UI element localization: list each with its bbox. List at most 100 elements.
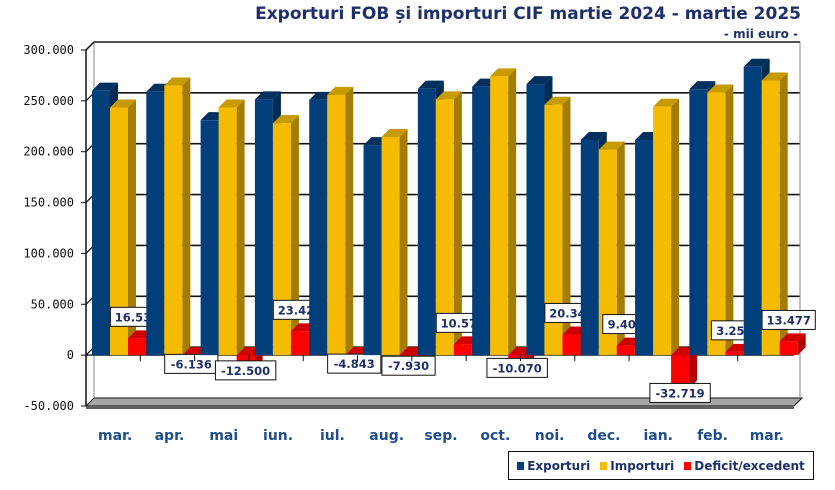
legend-label-importuri: Importuri (610, 458, 675, 473)
bar-exporturi (526, 84, 545, 356)
bar-exporturi (200, 120, 219, 356)
x-tick-label: mar. (750, 428, 784, 444)
x-tick-label: noi. (535, 428, 565, 444)
chart-subtitle: - mii euro - (723, 27, 798, 41)
data-label-text: -12.500 (221, 364, 270, 378)
bar-importuri-side (128, 99, 136, 356)
data-label-text: -32.719 (655, 386, 704, 400)
bar-exporturi (417, 88, 436, 356)
data-label-text: 9.409 (608, 318, 644, 332)
bar-exporturi-top (580, 132, 607, 141)
data-label-text: 3.256 (716, 324, 752, 338)
bar-importuri-side (236, 99, 245, 356)
bar-importuri-side (182, 77, 191, 356)
bar-importuri (381, 137, 400, 356)
bar-importuri-top (707, 84, 734, 93)
y-tick-label: 0 (67, 348, 74, 362)
bar-importuri-top (218, 99, 245, 108)
bar-exporturi (363, 145, 382, 356)
x-tick-label: aug. (369, 428, 404, 444)
bar-deficit-top (779, 333, 806, 342)
bar-importuri-top (110, 99, 136, 108)
x-tick-label: apr. (155, 428, 185, 444)
x-tick-label: oct. (480, 428, 510, 444)
x-tick-label: feb. (697, 428, 728, 444)
bar-importuri-top (381, 129, 408, 138)
bar-importuri (164, 85, 183, 356)
bar-deficit-side (797, 333, 806, 356)
bar-importuri-side (671, 98, 680, 356)
bar-exporturi (689, 89, 708, 356)
data-label: -32.719 (649, 382, 711, 403)
bar-importuri-side (508, 68, 517, 356)
bar-exporturi (472, 86, 491, 356)
bar-deficit-side (689, 347, 698, 389)
data-label-box (381, 355, 436, 376)
x-tick-label: iul. (320, 428, 345, 444)
bar-importuri-side (562, 96, 571, 356)
bar-exporturi-top (743, 58, 770, 67)
bar-importuri-side (779, 72, 788, 356)
data-label-box (649, 382, 711, 403)
bar-importuri-top (435, 91, 462, 100)
bar-importuri-top (164, 77, 191, 86)
data-label: -10.070 (486, 357, 548, 378)
data-label: -12.500 (214, 360, 277, 381)
y-tick-label: 250.000 (23, 94, 74, 108)
bar-deficit (671, 355, 690, 389)
bar-exporturi-top (417, 80, 444, 89)
x-tick-label: iun. (263, 428, 293, 444)
bar-importuri (435, 99, 454, 356)
bar-importuri (490, 76, 509, 356)
y-tick-label: 100.000 (23, 246, 74, 260)
y-tick-label: -50.000 (23, 399, 74, 413)
bar-exporturi-top (689, 81, 716, 90)
bar-importuri-top (761, 72, 788, 81)
bar-deficit (453, 344, 472, 356)
bar-importuri-top (272, 115, 299, 124)
data-label-box (486, 357, 548, 378)
bar-importuri-side (453, 91, 462, 356)
legend-swatch-importuri (600, 461, 608, 470)
bar-importuri (761, 80, 780, 356)
bar-importuri (707, 92, 726, 356)
bar-exporturi (635, 140, 654, 356)
legend-swatch-deficit (684, 461, 692, 470)
bar-exporturi-top (92, 82, 118, 91)
bar-deficit (725, 351, 744, 356)
x-tick-label: mar. (98, 428, 132, 444)
bar-exporturi (743, 66, 762, 356)
plot-floor-edge (86, 406, 794, 409)
legend-label-deficit: Deficit/excedent (694, 458, 805, 473)
bar-deficit (616, 345, 635, 356)
bar-deficit (290, 331, 309, 356)
bar-importuri-top (327, 86, 354, 95)
legend-swatch-exporturi (517, 461, 525, 470)
chart-title: Exporturi FOB și importuri CIF martie 20… (255, 4, 801, 24)
data-label-text: -4.843 (334, 357, 375, 371)
bar-deficit (779, 341, 798, 356)
data-label-box (214, 360, 277, 381)
bar-exporturi (309, 99, 328, 356)
bar-importuri-side (399, 129, 408, 356)
data-label: 13.477 (761, 309, 816, 330)
legend-label-exporturi: Exporturi (527, 458, 591, 473)
y-tick-label: 50.000 (31, 297, 74, 311)
data-label-box (761, 309, 816, 330)
legend-item-importuri: Importuri (600, 459, 674, 473)
bar-importuri (544, 104, 563, 356)
bar-chart: -50.000 0 50.000 100.000 150.000 200.000 250.0… (23, 41, 816, 444)
bar-importuri-side (290, 115, 299, 356)
bar-importuri-side (725, 84, 734, 356)
data-label-text: -7.930 (388, 359, 429, 373)
bar-deficit (562, 334, 581, 356)
data-label-text: 13.477 (766, 313, 810, 327)
bar-importuri (327, 94, 346, 356)
data-label-text: -10.070 (493, 361, 542, 375)
y-tick-label: 200.000 (23, 145, 74, 159)
bar-exporturi (146, 91, 165, 356)
bar-importuri-top (598, 141, 625, 150)
bar-importuri-side (345, 86, 354, 356)
legend-item-exporturi: Exporturi (517, 459, 590, 473)
bar-importuri (653, 106, 672, 356)
